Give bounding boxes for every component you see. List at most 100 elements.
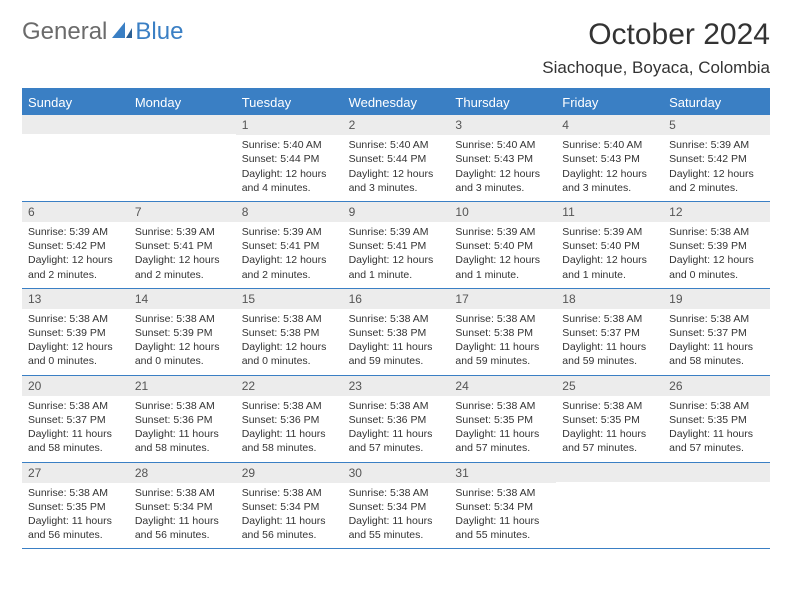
daylight-line: Daylight: 11 hours and 58 minutes. <box>242 427 337 455</box>
day-content: Sunrise: 5:38 AMSunset: 5:34 PMDaylight:… <box>449 483 556 549</box>
daylight-line: Daylight: 11 hours and 58 minutes. <box>135 427 230 455</box>
sunrise-line: Sunrise: 5:40 AM <box>562 138 657 152</box>
sunset-line: Sunset: 5:43 PM <box>562 152 657 166</box>
day-number: 28 <box>129 463 236 483</box>
sunset-line: Sunset: 5:38 PM <box>242 326 337 340</box>
day-cell: 6Sunrise: 5:39 AMSunset: 5:42 PMDaylight… <box>22 202 129 288</box>
day-number: 14 <box>129 289 236 309</box>
sunset-line: Sunset: 5:37 PM <box>669 326 764 340</box>
daylight-line: Daylight: 11 hours and 56 minutes. <box>242 514 337 542</box>
sunrise-line: Sunrise: 5:39 AM <box>135 225 230 239</box>
sunrise-line: Sunrise: 5:39 AM <box>562 225 657 239</box>
sunset-line: Sunset: 5:38 PM <box>349 326 444 340</box>
weekday-label: Saturday <box>663 90 770 115</box>
daylight-line: Daylight: 12 hours and 1 minute. <box>562 253 657 281</box>
sunrise-line: Sunrise: 5:39 AM <box>28 225 123 239</box>
day-number: 7 <box>129 202 236 222</box>
daylight-line: Daylight: 12 hours and 2 minutes. <box>242 253 337 281</box>
day-content: Sunrise: 5:38 AMSunset: 5:37 PMDaylight:… <box>556 309 663 375</box>
daylight-line: Daylight: 11 hours and 59 minutes. <box>455 340 550 368</box>
day-content: Sunrise: 5:40 AMSunset: 5:43 PMDaylight:… <box>556 135 663 201</box>
sunrise-line: Sunrise: 5:40 AM <box>455 138 550 152</box>
sunrise-line: Sunrise: 5:38 AM <box>242 486 337 500</box>
sunset-line: Sunset: 5:41 PM <box>242 239 337 253</box>
sunrise-line: Sunrise: 5:38 AM <box>669 312 764 326</box>
sunrise-line: Sunrise: 5:39 AM <box>669 138 764 152</box>
week-row: 27Sunrise: 5:38 AMSunset: 5:35 PMDayligh… <box>22 463 770 550</box>
day-cell: 14Sunrise: 5:38 AMSunset: 5:39 PMDayligh… <box>129 289 236 375</box>
day-number: 8 <box>236 202 343 222</box>
logo: General Blue <box>22 18 183 46</box>
day-number: 20 <box>22 376 129 396</box>
sunset-line: Sunset: 5:35 PM <box>669 413 764 427</box>
day-cell: 31Sunrise: 5:38 AMSunset: 5:34 PMDayligh… <box>449 463 556 549</box>
daylight-line: Daylight: 11 hours and 56 minutes. <box>28 514 123 542</box>
daylight-line: Daylight: 12 hours and 3 minutes. <box>349 167 444 195</box>
day-content: Sunrise: 5:40 AMSunset: 5:44 PMDaylight:… <box>343 135 450 201</box>
day-cell: 26 Sunrise: 5:38 AMSunset: 5:35 PMDayligh… <box>663 376 770 462</box>
sunset-line: Sunset: 5:34 PM <box>135 500 230 514</box>
day-content: Sunrise: 5:39 AMSunset: 5:42 PMDaylight:… <box>663 135 770 201</box>
daylight-line: Daylight: 12 hours and 4 minutes. <box>242 167 337 195</box>
sunrise-line: Sunrise: 5:38 AM <box>669 399 764 413</box>
sunrise-line: Sunrise: 5:38 AM <box>242 312 337 326</box>
logo-text-general: General <box>22 18 107 46</box>
month-title: October 2024 <box>542 18 770 52</box>
day-cell: 8 Sunrise: 5:39 AMSunset: 5:41 PMDaylight… <box>236 202 343 288</box>
day-number: 3 <box>449 115 556 135</box>
day-content: Sunrise: 5:40 AMSunset: 5:44 PMDaylight:… <box>236 135 343 201</box>
day-number: 31 <box>449 463 556 483</box>
day-number: 25 <box>556 376 663 396</box>
header: General Blue October 2024 Siachoque, Boy… <box>22 18 770 78</box>
daylight-line: Daylight: 11 hours and 55 minutes. <box>349 514 444 542</box>
sunset-line: Sunset: 5:44 PM <box>242 152 337 166</box>
logo-sail-icon <box>111 20 133 45</box>
day-cell: 11Sunrise: 5:39 AMSunset: 5:40 PMDayligh… <box>556 202 663 288</box>
day-cell: 24Sunrise: 5:38 AMSunset: 5:35 PMDayligh… <box>449 376 556 462</box>
day-content: Sunrise: 5:38 AMSunset: 5:37 PMDaylight:… <box>663 309 770 375</box>
sunrise-line: Sunrise: 5:39 AM <box>242 225 337 239</box>
location: Siachoque, Boyaca, Colombia <box>542 58 770 78</box>
sunset-line: Sunset: 5:36 PM <box>135 413 230 427</box>
day-cell: 5Sunrise: 5:39 AMSunset: 5:42 PMDaylight… <box>663 115 770 201</box>
day-number: 15 <box>236 289 343 309</box>
day-content: Sunrise: 5:38 AMSunset: 5:35 PMDaylight:… <box>449 396 556 462</box>
sunrise-line: Sunrise: 5:38 AM <box>28 399 123 413</box>
daylight-line: Daylight: 12 hours and 3 minutes. <box>455 167 550 195</box>
day-content: Sunrise: 5:39 AMSunset: 5:40 PMDaylight:… <box>449 222 556 288</box>
day-content: Sunrise: 5:38 AMSunset: 5:36 PMDaylight:… <box>129 396 236 462</box>
day-number: 30 <box>343 463 450 483</box>
day-number: 26 <box>663 376 770 396</box>
day-cell: 27Sunrise: 5:38 AMSunset: 5:35 PMDayligh… <box>22 463 129 549</box>
sunset-line: Sunset: 5:35 PM <box>562 413 657 427</box>
day-content: Sunrise: 5:40 AMSunset: 5:43 PMDaylight:… <box>449 135 556 201</box>
sunset-line: Sunset: 5:41 PM <box>349 239 444 253</box>
day-content: Sunrise: 5:38 AMSunset: 5:36 PMDaylight:… <box>236 396 343 462</box>
week-row: 20Sunrise: 5:38 AMSunset: 5:37 PMDayligh… <box>22 376 770 463</box>
day-number: 6 <box>22 202 129 222</box>
day-content: Sunrise: 5:39 AMSunset: 5:40 PMDaylight:… <box>556 222 663 288</box>
daylight-line: Daylight: 11 hours and 57 minutes. <box>669 427 764 455</box>
empty-day-bar <box>556 463 663 482</box>
daylight-line: Daylight: 12 hours and 0 minutes. <box>242 340 337 368</box>
day-cell: 29Sunrise: 5:38 AMSunset: 5:34 PMDayligh… <box>236 463 343 549</box>
sunset-line: Sunset: 5:36 PM <box>349 413 444 427</box>
empty-day-bar <box>22 115 129 134</box>
day-content: Sunrise: 5:38 AMSunset: 5:38 PMDaylight:… <box>449 309 556 375</box>
day-content: Sunrise: 5:38 AMSunset: 5:39 PMDaylight:… <box>22 309 129 375</box>
sunrise-line: Sunrise: 5:38 AM <box>28 486 123 500</box>
sunrise-line: Sunrise: 5:40 AM <box>349 138 444 152</box>
day-cell: 12Sunrise: 5:38 AMSunset: 5:39 PMDayligh… <box>663 202 770 288</box>
empty-day-bar <box>129 115 236 134</box>
day-number: 5 <box>663 115 770 135</box>
day-number: 4 <box>556 115 663 135</box>
calendar: SundayMondayTuesdayWednesdayThursdayFrid… <box>22 88 770 549</box>
day-cell: 22Sunrise: 5:38 AMSunset: 5:36 PMDayligh… <box>236 376 343 462</box>
daylight-line: Daylight: 11 hours and 55 minutes. <box>455 514 550 542</box>
daylight-line: Daylight: 12 hours and 3 minutes. <box>562 167 657 195</box>
day-number: 1 <box>236 115 343 135</box>
daylight-line: Daylight: 12 hours and 0 minutes. <box>135 340 230 368</box>
daylight-line: Daylight: 12 hours and 1 minute. <box>455 253 550 281</box>
daylight-line: Daylight: 11 hours and 58 minutes. <box>669 340 764 368</box>
sunrise-line: Sunrise: 5:38 AM <box>349 399 444 413</box>
